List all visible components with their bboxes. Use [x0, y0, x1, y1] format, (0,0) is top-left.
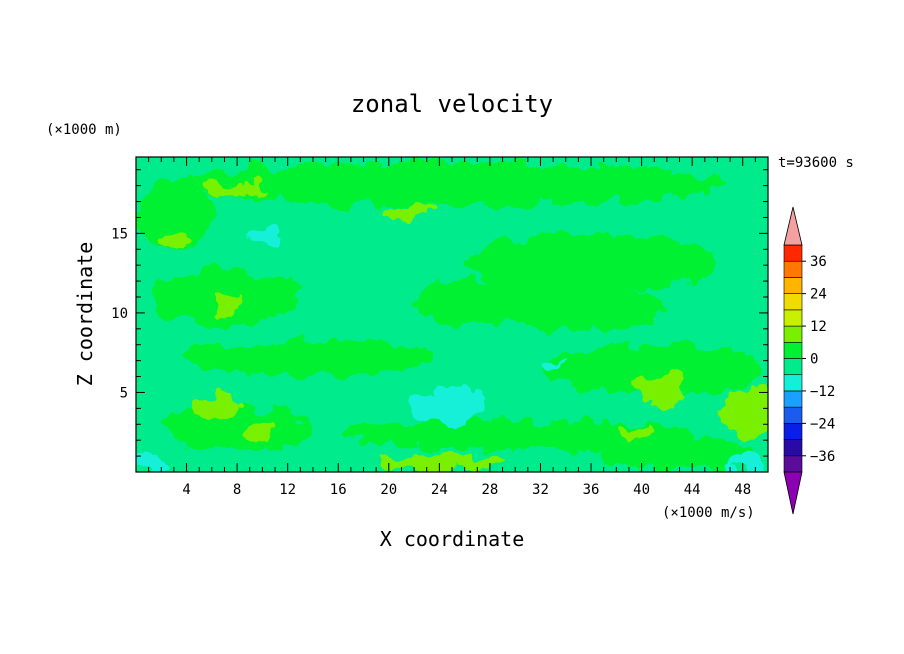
field-patch-11	[414, 281, 566, 326]
field-patch-23	[211, 298, 243, 315]
field-patch-16	[338, 421, 693, 450]
colorbar-segment	[783, 293, 803, 311]
colorbar-segment	[783, 406, 803, 424]
y-tick-label: 10	[111, 306, 128, 322]
colorbar-segment	[783, 455, 803, 473]
field-patch-34	[543, 359, 564, 369]
colorbar-tick-label: 12	[810, 319, 827, 335]
field-patch-18	[161, 406, 313, 452]
colorbar-segment	[783, 390, 803, 408]
x-tick-label: 28	[481, 482, 498, 498]
field-patch-22	[156, 234, 187, 248]
colorbar-under-arrow	[783, 471, 803, 515]
x-tick-label: 48	[734, 482, 751, 498]
colorbar-segment	[783, 358, 803, 376]
y-axis: 5 10 15	[111, 169, 768, 457]
field-patch-26	[635, 373, 686, 406]
field-patch-29	[618, 427, 652, 441]
y-tick-label: 5	[120, 385, 128, 401]
x-tick-label: 44	[684, 482, 701, 498]
colorbar-segment	[783, 325, 803, 343]
colorbar-segment	[783, 244, 803, 262]
chart-title: zonal velocity	[351, 90, 553, 118]
field-patch-30	[407, 389, 484, 425]
colorbar-segment	[783, 277, 803, 294]
field-patch-25	[243, 422, 274, 442]
x-tick-label: 16	[330, 482, 347, 498]
field-patch-13	[148, 268, 301, 326]
colorbar-tick-label: −12	[810, 384, 835, 400]
plot-area	[136, 157, 768, 472]
field-patch-33	[728, 454, 768, 471]
colorbar-tick-label: 24	[810, 287, 827, 303]
y-axis-title: Z coordinate	[73, 242, 97, 387]
field-patch-14	[186, 339, 440, 375]
colorbar-segment	[783, 374, 803, 392]
time-label: t=93600 s	[778, 155, 854, 171]
y-unit-label: (×1000 m)	[46, 122, 122, 138]
x-tick-label: 24	[431, 482, 448, 498]
x-tick-label: 8	[233, 482, 241, 498]
x-axis: 4 8 12 16 20 24 28 32 36 40 44 48	[148, 157, 756, 498]
colorbar-over-arrow	[783, 206, 803, 246]
field-patch-15	[540, 344, 768, 393]
field-patch-12	[173, 161, 731, 207]
colorbar: 36 24 12 0 −12 −24 −36	[783, 206, 835, 515]
x-tick-label: 40	[633, 482, 650, 498]
field-patch-27	[719, 386, 768, 437]
colorbar-tick-label: −36	[810, 449, 835, 465]
field-patch-24	[197, 394, 239, 420]
field-patch-20	[201, 180, 273, 197]
colorbar-tick-label: 36	[810, 254, 827, 270]
field-patch-32	[136, 454, 167, 471]
field-patches	[136, 161, 768, 472]
field-patch-19	[136, 179, 212, 250]
colorbar-tick-label: −24	[810, 416, 835, 432]
x-axis-title: X coordinate	[380, 527, 525, 551]
field-patch-28	[376, 454, 503, 471]
colorbar-segment	[783, 439, 803, 457]
y-tick-label: 15	[111, 226, 128, 242]
colorbar-unit-label: (×1000 m/s)	[662, 505, 755, 521]
field-patch-21	[379, 206, 436, 220]
colorbar-segment	[783, 260, 803, 278]
x-tick-label: 4	[182, 482, 190, 498]
colorbar-segment	[783, 423, 803, 440]
x-tick-label: 36	[583, 482, 600, 498]
colorbar-tick-label: 0	[810, 352, 818, 368]
x-tick-label: 12	[279, 482, 296, 498]
colorbar-segment	[783, 309, 803, 327]
colorbar-segment	[783, 341, 803, 359]
field-patch-31	[242, 230, 283, 243]
x-tick-label: 20	[380, 482, 397, 498]
x-tick-label: 32	[532, 482, 549, 498]
field-patch-9	[464, 233, 718, 294]
field-patch-17	[603, 437, 756, 469]
